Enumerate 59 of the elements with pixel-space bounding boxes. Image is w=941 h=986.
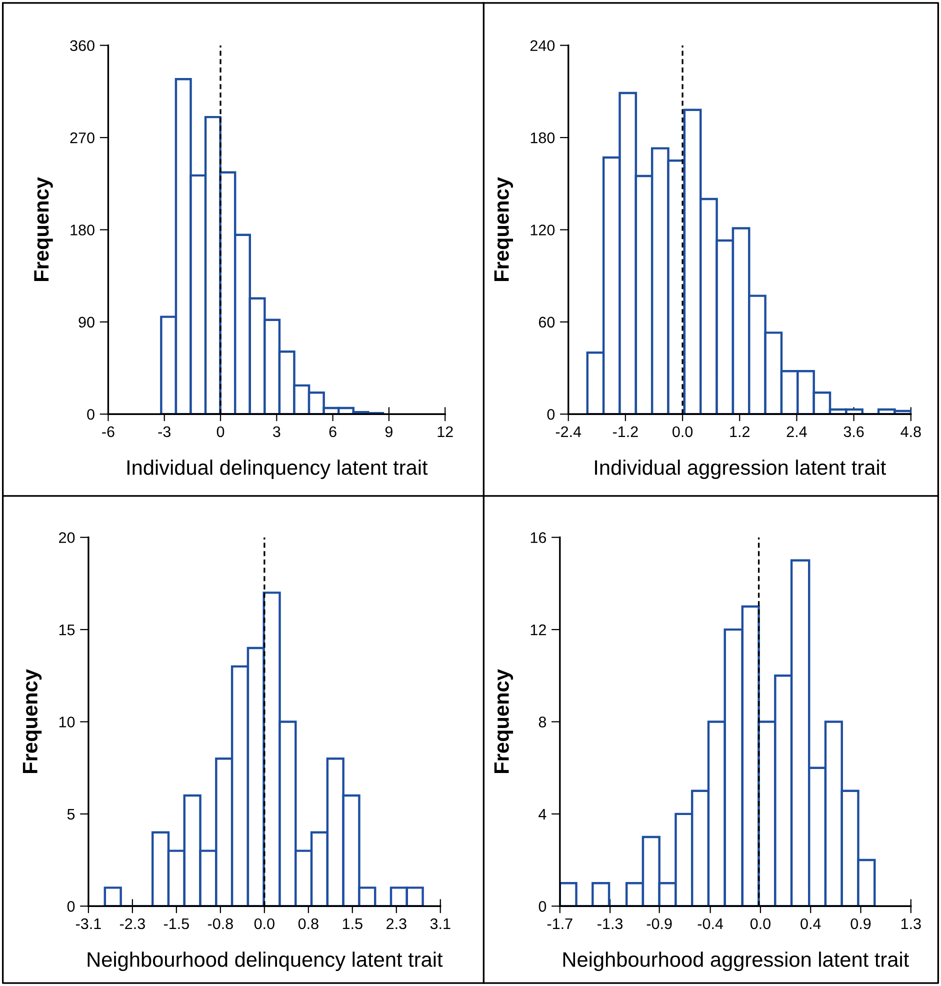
x-tick-label: 12 xyxy=(438,426,453,437)
x-axis-title: Individual aggression latent trait xyxy=(595,460,886,480)
y-tick-label: 0 xyxy=(87,408,94,420)
x-tick-label: 0.8 xyxy=(298,918,318,930)
y-tick-label: 0 xyxy=(67,901,75,912)
x-tick-label: 0 xyxy=(216,426,224,438)
y-axis-title: Frequency xyxy=(22,669,42,774)
x-tick-label: 0.4 xyxy=(800,918,821,930)
x-tick-label: 3.1 xyxy=(430,918,450,930)
x-tick-label: -2.3 xyxy=(120,918,145,930)
x-tick-label: 3.6 xyxy=(844,426,864,438)
x-tick-label: -0.8 xyxy=(208,918,233,930)
x-tick-label: -3 xyxy=(158,426,170,438)
y-tick-label: 240 xyxy=(530,40,555,52)
x-tick-label: 9 xyxy=(385,426,392,438)
x-tick-label: -1.7 xyxy=(547,918,572,930)
y-tick-label: 15 xyxy=(59,624,75,636)
y-tick-label: 20 xyxy=(59,532,75,544)
y-tick-label: 60 xyxy=(538,316,555,328)
x-tick-label: 2.3 xyxy=(386,918,406,930)
x-tick-label: -0.9 xyxy=(646,918,672,930)
y-tick-label: 90 xyxy=(78,316,94,328)
x-axis-title: Individual delinquency latent trait xyxy=(127,460,428,480)
y-tick-label: 16 xyxy=(530,532,546,544)
x-tick-label: -1.3 xyxy=(598,918,623,930)
x-tick-label: 3 xyxy=(272,426,280,438)
x-axis-title: Neighbourhood delinquency latent trait xyxy=(88,952,443,972)
x-tick-label: 0.9 xyxy=(850,918,871,930)
x-tick-label: -0.4 xyxy=(698,918,724,930)
x-tick-label: -1.5 xyxy=(164,918,189,930)
y-tick-label: 180 xyxy=(530,132,555,144)
x-tick-label: 4.8 xyxy=(900,426,921,438)
y-tick-label: 5 xyxy=(67,808,75,820)
x-tick-label: 6 xyxy=(329,426,336,438)
x-tick-label: 0.0 xyxy=(254,918,274,930)
x-tick-label: -3.1 xyxy=(76,918,101,930)
x-tick-label: -2.4 xyxy=(556,426,582,437)
y-tick-label: 270 xyxy=(70,132,94,144)
x-axis-title: Neighbourhood aggression latent trait xyxy=(563,952,909,972)
y-tick-label: 12 xyxy=(530,624,546,636)
x-tick-label: 1.3 xyxy=(901,918,921,930)
y-tick-label: 0 xyxy=(538,901,546,912)
y-tick-label: 4 xyxy=(538,808,546,820)
y-tick-label: 180 xyxy=(70,224,94,236)
x-tick-label: 0.0 xyxy=(750,918,770,930)
y-tick-label: 10 xyxy=(59,716,75,728)
y-axis-title: Frequency xyxy=(494,669,514,774)
x-tick-label: -1.2 xyxy=(612,426,638,437)
y-tick-label: 120 xyxy=(530,224,555,236)
y-tick-label: 360 xyxy=(70,40,94,52)
y-axis-title: Frequency xyxy=(494,177,514,282)
y-axis-title: Frequency xyxy=(34,177,53,282)
y-tick-label: 8 xyxy=(538,716,546,728)
x-tick-label: 0.0 xyxy=(672,426,693,438)
x-tick-label: -6 xyxy=(102,426,114,438)
y-tick-label: 0 xyxy=(547,408,555,420)
x-tick-label: 1.2 xyxy=(730,426,750,437)
x-tick-label: 1.5 xyxy=(342,918,362,930)
x-tick-label: 2.4 xyxy=(786,426,807,437)
